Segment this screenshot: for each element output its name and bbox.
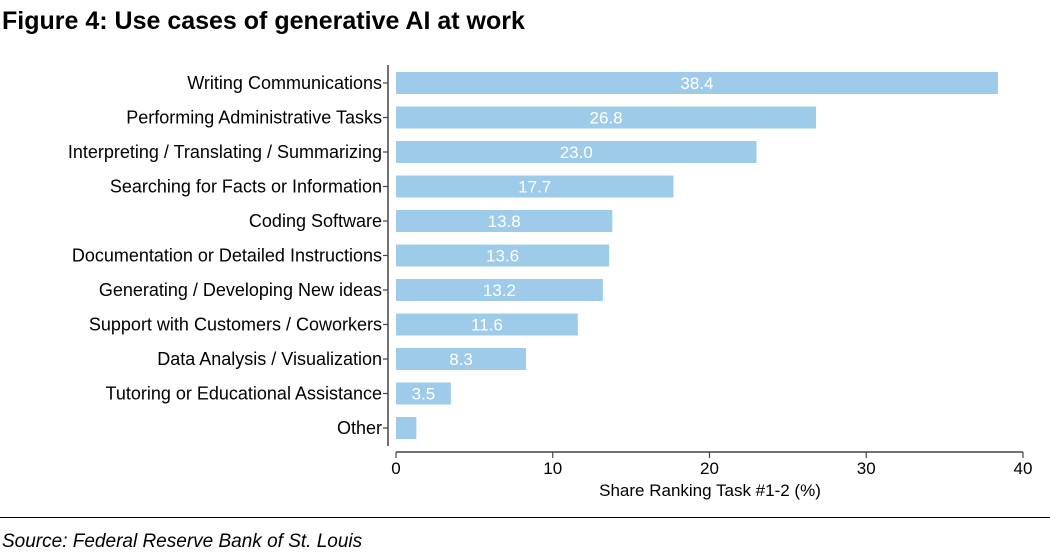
category-label: Data Analysis / Visualization: [157, 349, 382, 369]
bar: [396, 106, 817, 129]
bar: [396, 348, 527, 370]
x-tick-label: 30: [857, 459, 876, 478]
bar-value-label: 3.5: [412, 385, 436, 404]
chart-data-labels: 38.4 26.8 23.0 17.7 13.8 13.6 13.2 11.6 8.3 3.5: [412, 74, 714, 404]
bar-value-label: 13.2: [483, 281, 516, 300]
chart-title: Figure 4: Use cases of generative AI at …: [2, 7, 525, 35]
category-label: Support with Customers / Coworkers: [89, 315, 382, 335]
bar-value-label: 13.8: [488, 212, 521, 231]
chart-category-labels: Writing Communications Performing Adminis…: [68, 73, 382, 438]
x-tick-label: 10: [543, 459, 562, 478]
bar-chart: 38.4 26.8 23.0 17.7 13.8 13.6 13.2 11.6 8.3 3.5 W…: [68, 65, 1032, 500]
bar: [396, 72, 998, 94]
bar-value-label: 26.8: [589, 109, 622, 128]
bar: [396, 417, 417, 439]
category-label: Generating / Developing New ideas: [99, 280, 382, 300]
x-tick-label: 0: [391, 459, 400, 478]
bar-value-label: 13.6: [486, 247, 519, 266]
bar-value-label: 11.6: [471, 316, 503, 335]
x-tick-label: 40: [1014, 459, 1033, 478]
x-axis-label: Share Ranking Task #1-2 (%): [599, 481, 821, 500]
category-label: Interpreting / Translating / Summarizing: [68, 142, 382, 162]
source-note: Source: Federal Reserve Bank of St. Loui…: [2, 531, 363, 552]
bar-value-label: 38.4: [680, 74, 713, 93]
category-label: Writing Communications: [187, 73, 382, 93]
footer-divider: [0, 517, 1050, 518]
bar-value-label: 23.0: [560, 143, 593, 162]
category-label: Other: [337, 418, 382, 438]
category-label: Documentation or Detailed Instructions: [72, 246, 382, 266]
category-label: Coding Software: [249, 211, 382, 231]
bar: [396, 313, 578, 336]
category-label: Searching for Facts or Information: [110, 177, 382, 197]
bar: [396, 175, 674, 198]
bar: [396, 141, 757, 163]
category-label: Performing Administrative Tasks: [126, 108, 382, 128]
bar: [396, 244, 610, 267]
bar: [396, 210, 613, 232]
bar: [396, 382, 451, 405]
category-label: Tutoring or Educational Assistance: [106, 384, 383, 404]
bar-value-label: 8.3: [449, 350, 473, 369]
chart-x-ticks: 0 10 20 30 40: [391, 452, 1032, 478]
x-tick-label: 20: [700, 459, 719, 478]
bar: [396, 279, 603, 301]
bar-value-label: 17.7: [518, 178, 551, 197]
chart-bars: [396, 72, 998, 439]
